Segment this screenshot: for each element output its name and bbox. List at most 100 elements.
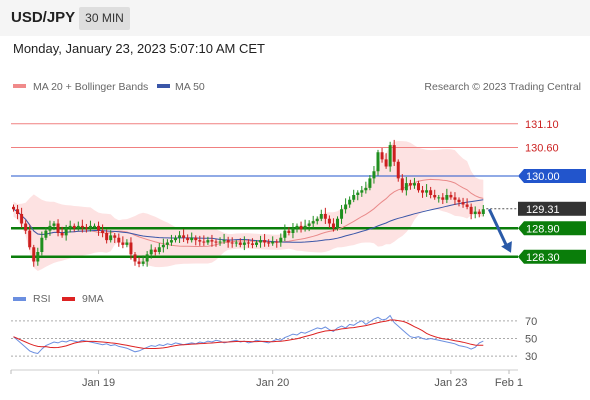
candle xyxy=(360,185,364,197)
candle xyxy=(437,195,441,203)
candle xyxy=(477,209,481,218)
candle xyxy=(80,219,84,233)
candle xyxy=(40,231,44,256)
candle xyxy=(48,220,52,236)
projection-arrow-icon xyxy=(487,208,512,253)
candle xyxy=(291,223,295,239)
level-label-130.60: 130.60 xyxy=(525,143,559,155)
candle xyxy=(433,189,437,200)
candle xyxy=(255,240,258,248)
candle xyxy=(153,247,157,256)
candle xyxy=(275,239,279,248)
candle xyxy=(461,197,465,208)
candle xyxy=(303,219,307,232)
candle xyxy=(376,149,380,176)
candle xyxy=(97,221,101,236)
ma20-legend-swatch xyxy=(13,84,26,88)
candle xyxy=(396,159,400,182)
candle xyxy=(295,223,299,233)
rsi-legend-label: RSI xyxy=(33,293,51,305)
candle xyxy=(356,190,360,201)
candle xyxy=(44,227,48,241)
candle xyxy=(340,204,344,224)
candle xyxy=(174,235,177,243)
candle xyxy=(149,244,153,259)
candle xyxy=(161,238,165,253)
candle xyxy=(198,235,202,246)
candle xyxy=(88,220,92,232)
level-tag-128.30 xyxy=(518,249,586,264)
candles xyxy=(12,139,485,268)
candle xyxy=(259,235,263,248)
ma50-legend-swatch xyxy=(157,84,170,88)
candle xyxy=(16,204,20,220)
rsi-tick-label: 50 xyxy=(525,334,537,346)
candle xyxy=(429,186,433,199)
rsi-line xyxy=(13,314,484,355)
candle xyxy=(307,220,311,232)
rsi-ma-legend-swatch xyxy=(62,297,75,301)
rsi-legend-swatch xyxy=(13,297,26,301)
candle xyxy=(222,233,226,244)
candle xyxy=(194,235,198,246)
candle xyxy=(32,244,36,267)
candle xyxy=(210,234,214,247)
candle xyxy=(129,237,133,260)
level-label-128.30: 128.30 xyxy=(526,252,560,264)
x-tick-label: Feb 1 xyxy=(495,377,523,389)
candle xyxy=(141,255,145,267)
candle xyxy=(214,239,218,247)
candle xyxy=(12,204,15,212)
level-tag-130.00 xyxy=(518,169,586,183)
rsi-tick-label: 70 xyxy=(525,316,537,328)
candle xyxy=(145,251,149,267)
candle xyxy=(137,257,141,268)
candle xyxy=(60,226,64,238)
candle xyxy=(473,206,477,219)
ma20-legend-label: MA 20 + Bollinger Bands xyxy=(33,81,148,93)
candle xyxy=(125,239,129,248)
candle xyxy=(400,174,404,193)
candle xyxy=(457,197,461,207)
candle xyxy=(165,239,169,250)
candle xyxy=(311,215,315,228)
candle xyxy=(323,207,327,224)
candle xyxy=(465,198,469,210)
level-label-131.10: 131.10 xyxy=(525,119,559,131)
x-tick-label: Jan 19 xyxy=(82,377,115,389)
candle xyxy=(352,189,356,203)
candle xyxy=(283,224,287,242)
candle xyxy=(157,242,161,255)
candle xyxy=(169,234,173,246)
timestamp: Monday, January 23, 2023 5:07:10 AM CET xyxy=(13,41,265,56)
candle xyxy=(392,139,396,167)
candle xyxy=(84,223,88,233)
candle xyxy=(182,229,186,243)
candle xyxy=(28,225,32,250)
ma50-legend-label: MA 50 xyxy=(175,81,205,93)
x-axis-ticks: Jan 19 Jan 20 Jan 23 Feb 1 xyxy=(10,370,523,389)
rsi-ma-legend-label: 9MA xyxy=(82,293,104,305)
timeframe-button[interactable]: 30 MIN xyxy=(79,7,130,30)
candle xyxy=(218,237,222,246)
candle xyxy=(348,196,352,208)
candle xyxy=(481,204,485,217)
watermark: Research © 2023 Trading Central xyxy=(424,81,581,93)
candle xyxy=(469,203,473,220)
candle xyxy=(267,239,271,247)
candle xyxy=(105,229,109,244)
candle xyxy=(93,223,96,229)
candle xyxy=(336,216,339,231)
candle xyxy=(178,231,182,243)
candle xyxy=(421,185,425,198)
current-price-tag: 129.31 xyxy=(486,201,586,216)
candle xyxy=(68,220,72,233)
candle xyxy=(271,236,275,246)
x-tick-label: Jan 20 xyxy=(256,377,289,389)
rsi-grid: 70 50 30 xyxy=(11,316,537,363)
symbol-title: USD/JPY xyxy=(11,9,76,26)
candle xyxy=(133,252,137,266)
candle xyxy=(417,180,420,193)
candle xyxy=(299,221,303,233)
candle xyxy=(279,233,283,247)
